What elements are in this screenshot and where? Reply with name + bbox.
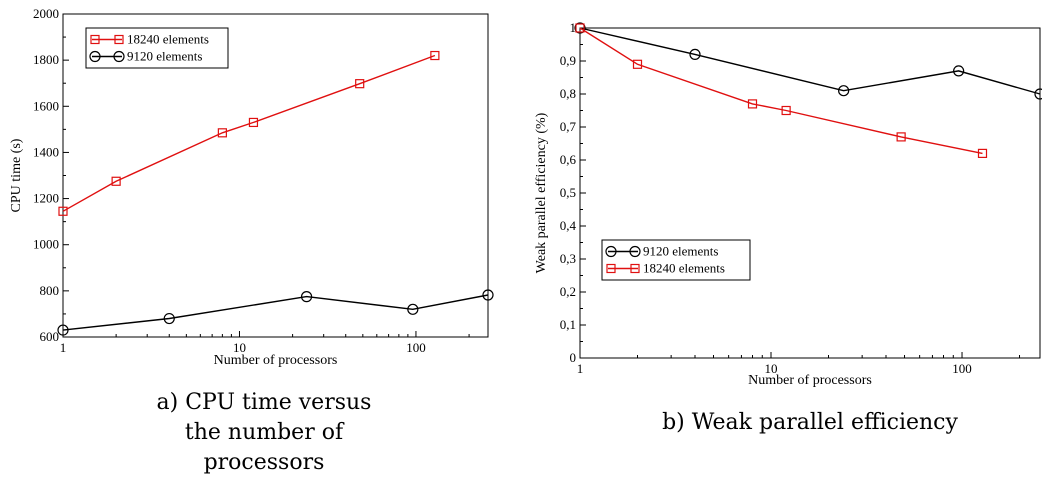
- y-axis-label: Weak parallel efficiency (%): [534, 112, 549, 273]
- y-tick-label: 0,2: [560, 284, 576, 299]
- data-point: [111, 176, 121, 186]
- x-axis-label: Number of processors: [214, 353, 338, 368]
- caption-a: a) CPU time versus the number of process…: [156, 390, 372, 475]
- legend-marker: [89, 50, 101, 63]
- y-tick-label: 800: [40, 283, 60, 298]
- legend-marker: [629, 245, 641, 258]
- legend-box: [85, 27, 229, 69]
- legend: 9120 elements 18240 elements: [601, 239, 751, 281]
- legend: 18240 elements 9120 elements: [85, 27, 229, 69]
- series-2: [575, 23, 988, 158]
- legend-label: 18240 elements: [127, 32, 209, 47]
- y-tick-label: 0,6: [560, 152, 577, 167]
- legend-marker: [605, 245, 617, 258]
- y-tick-label: 0,9: [560, 53, 576, 68]
- data-point: [57, 324, 69, 336]
- x-tick-label: 10: [765, 361, 778, 376]
- data-point: [355, 79, 365, 89]
- y-tick-label: 0,3: [560, 251, 576, 266]
- caption-b: b) Weak parallel efficiency: [662, 410, 958, 435]
- legend-label: 9120 elements: [127, 49, 202, 64]
- data-point: [838, 85, 850, 97]
- data-point: [482, 289, 494, 301]
- data-point: [58, 206, 68, 216]
- x-tick-label: 10: [233, 340, 246, 355]
- y-tick-label: 1: [570, 20, 577, 35]
- legend-box: [601, 239, 751, 281]
- series-line: [62, 294, 489, 331]
- data-point: [407, 303, 419, 315]
- data-point: [430, 50, 440, 61]
- y-tick-label: 1000: [33, 237, 59, 252]
- y-tick-label: 600: [40, 329, 60, 344]
- data-point: [300, 291, 313, 303]
- chart-2: 0 0,1 0,2 0,3 0,4 0,5 0,6 0,7 0,8 0,9 1 1 10 100 Numbe…: [534, 20, 1042, 388]
- y-tick-label: 1800: [33, 52, 59, 67]
- legend-label: 18240 elements: [643, 261, 725, 276]
- y-tick-label: 0,8: [560, 86, 576, 101]
- data-point: [747, 99, 758, 109]
- data-point: [953, 65, 965, 77]
- y-tick-label: 2000: [33, 6, 59, 21]
- x-tick-label: 1: [577, 361, 584, 376]
- x-axis-label: Number of processors: [748, 373, 872, 388]
- series-line: [579, 27, 983, 155]
- y-tick-label: 0,1: [560, 317, 576, 332]
- legend-marker: [90, 34, 100, 45]
- data-point: [217, 128, 227, 138]
- series-line: [579, 27, 1041, 95]
- series-line: [62, 54, 436, 212]
- series-2: [57, 289, 494, 336]
- data-point: [781, 105, 791, 116]
- data-point: [163, 312, 175, 325]
- legend-marker: [113, 50, 125, 63]
- data-point: [689, 48, 701, 61]
- y-tick-label: 0,4: [560, 218, 577, 233]
- chart-1: 600 800 1000 1200 1400 1600 1800 2000 1 10 100 Numb…: [9, 6, 494, 368]
- series-1: [58, 50, 440, 216]
- y-axis-label: CPU time (s): [9, 138, 24, 212]
- legend-marker: [114, 34, 124, 45]
- plot-frame: [579, 27, 1041, 359]
- legend-label: 9120 elements: [643, 244, 718, 259]
- legend-marker: [630, 263, 640, 274]
- x-tick-label: 100: [952, 361, 972, 376]
- y-tick-label: 1400: [33, 144, 59, 159]
- legend-marker: [606, 263, 616, 274]
- data-point: [575, 23, 585, 33]
- y-tick-label: 0,7: [560, 119, 577, 134]
- data-point: [632, 59, 643, 69]
- y-tick-label: 1600: [33, 98, 59, 113]
- data-point: [574, 22, 586, 34]
- y-tick-label: 1200: [33, 191, 59, 206]
- data-point: [896, 132, 906, 142]
- y-tick-label: 0: [570, 350, 577, 365]
- x-tick-label: 100: [406, 340, 426, 355]
- y-tick-label: 0,5: [560, 185, 576, 200]
- x-tick-label: 1: [60, 340, 67, 355]
- data-point: [1034, 88, 1042, 100]
- series-1: [574, 22, 1042, 100]
- data-point: [248, 117, 259, 128]
- data-point: [977, 148, 988, 158]
